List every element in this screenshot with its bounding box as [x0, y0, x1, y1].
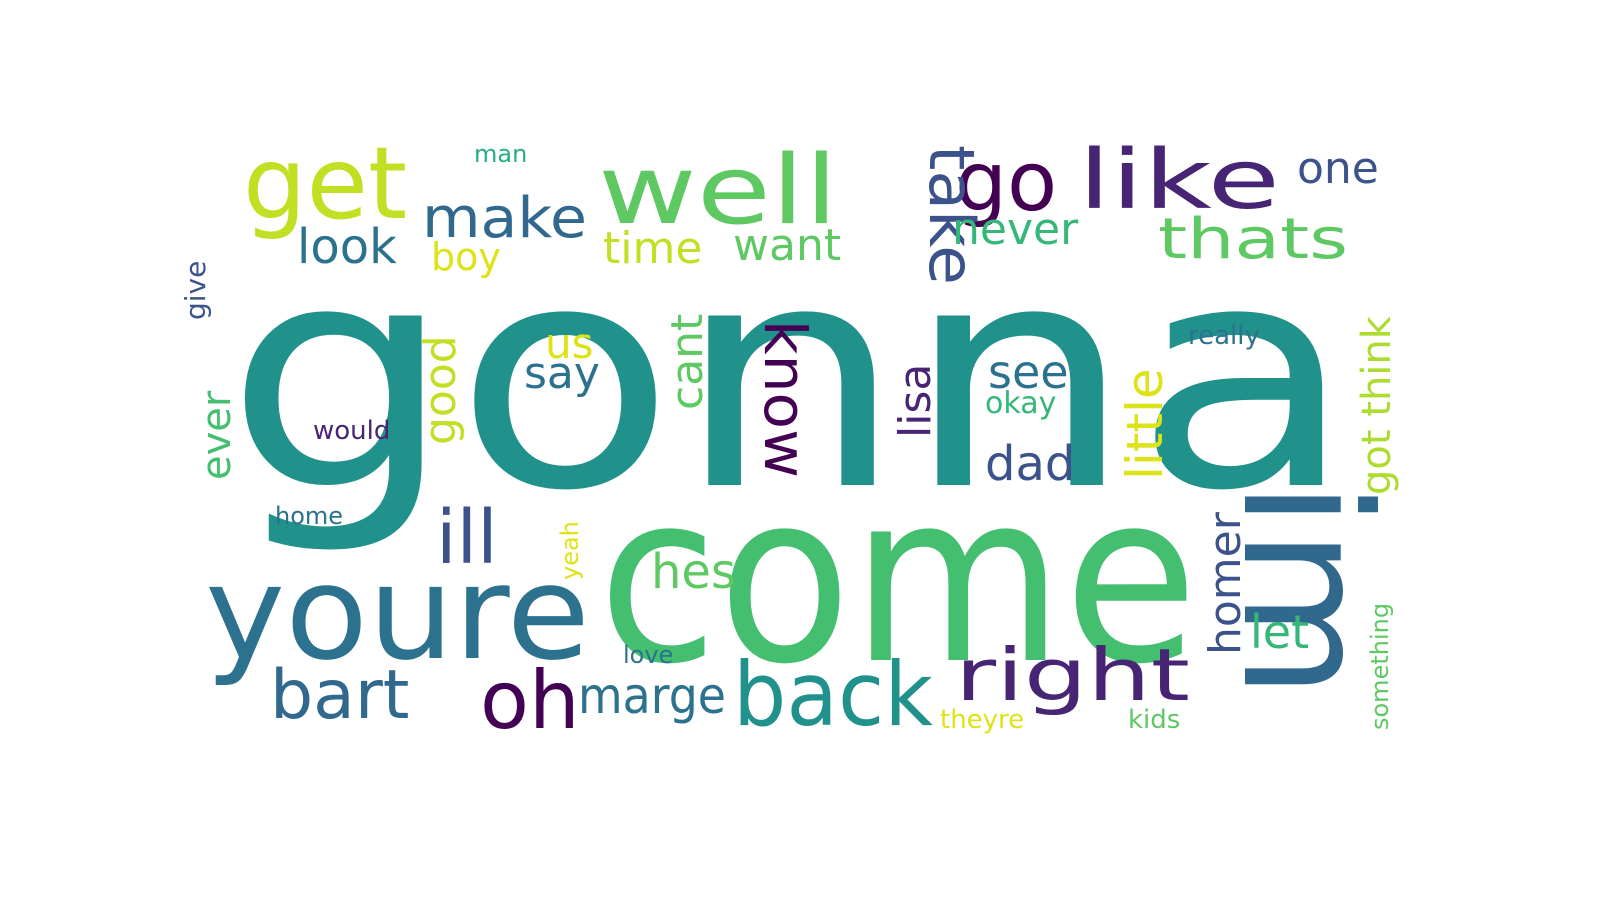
word-man: man	[474, 140, 527, 168]
word-ever: ever	[194, 390, 240, 480]
word-back: back	[733, 643, 933, 746]
word-want: want	[733, 220, 841, 271]
word-let: let	[1250, 605, 1309, 659]
word-ill: ill	[436, 495, 498, 581]
word-got-think: got think	[1354, 315, 1400, 495]
word-youre: youre	[205, 537, 590, 689]
word-really: really	[1188, 321, 1260, 351]
word-like: like	[1078, 133, 1280, 228]
word-time: time	[603, 223, 702, 274]
word-good: good	[415, 335, 466, 445]
word-look: look	[297, 219, 397, 275]
word-hes: hes	[651, 544, 736, 600]
word-well: well	[598, 136, 838, 246]
word-thats: thats	[1158, 207, 1348, 272]
word-something: something	[1366, 603, 1394, 730]
word-dad: dad	[985, 436, 1075, 492]
word-know: know	[751, 320, 819, 478]
word-get: get	[243, 125, 407, 242]
word-us: us	[545, 319, 594, 368]
word-right: right	[955, 633, 1190, 717]
word-love: love	[623, 641, 673, 669]
word-lisa: lisa	[890, 364, 941, 438]
word-little: little	[1116, 368, 1174, 480]
word-gonna: gonna	[225, 198, 1355, 559]
word-home: home	[275, 502, 343, 530]
word-boy: boy	[431, 235, 501, 279]
word-make: make	[422, 186, 587, 251]
word-see: see	[988, 345, 1069, 399]
word-marge: marge	[578, 667, 726, 725]
word-one: one	[1297, 143, 1379, 194]
word-would: would	[313, 416, 390, 446]
word-give: give	[179, 261, 212, 320]
word-say: say	[524, 348, 600, 399]
word-theyre: theyre	[940, 705, 1024, 735]
word-bart: bart	[270, 656, 409, 735]
word-cant: cant	[662, 314, 713, 410]
word-kids: kids	[1128, 705, 1180, 735]
word-yeah: yeah	[556, 521, 584, 580]
word-never: never	[952, 204, 1079, 255]
word-im: im	[1203, 480, 1406, 699]
word-homer: homer	[1200, 511, 1251, 655]
word-take: take	[915, 145, 988, 285]
word-oh: oh	[480, 654, 580, 747]
word-go: go	[955, 135, 1057, 230]
word-come: come	[598, 443, 1198, 716]
word-okay: okay	[985, 386, 1056, 421]
